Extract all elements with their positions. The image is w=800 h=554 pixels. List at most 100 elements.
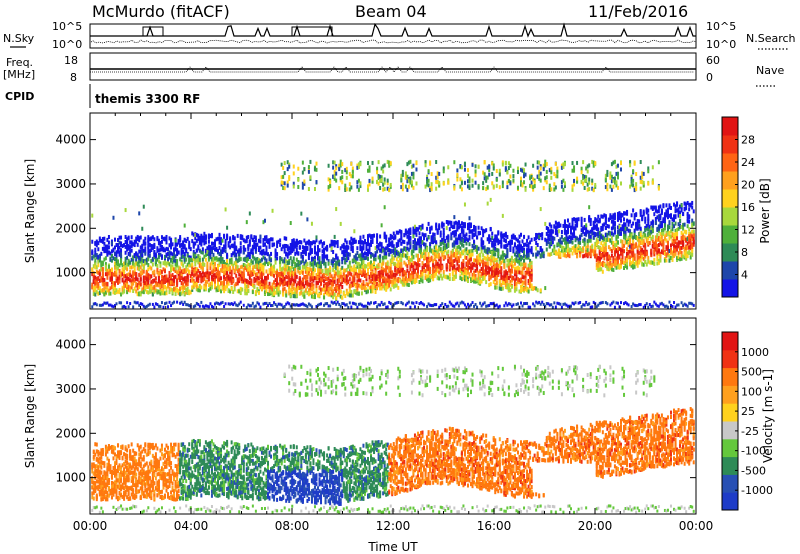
power-cell: [135, 301, 138, 305]
power-cell: [142, 290, 145, 295]
power-cell: [359, 253, 362, 258]
power-cell: [276, 270, 279, 275]
power-cell: [206, 271, 209, 276]
power-cell: [332, 289, 335, 294]
power-cell: [474, 173, 477, 178]
power-cell: [280, 280, 283, 285]
power-cell: [142, 259, 145, 264]
power-cell: [433, 232, 436, 237]
power-cell: [415, 262, 418, 267]
power-cell: [171, 256, 174, 261]
power-cell: [398, 262, 401, 267]
power-cell: [363, 263, 366, 268]
power-cell: [286, 244, 289, 249]
power-cell: [171, 301, 174, 305]
power-cell: [468, 176, 471, 181]
power-cell: [295, 238, 298, 243]
power-cell: [451, 253, 454, 258]
power-cell: [436, 180, 439, 185]
power-cell: [268, 268, 271, 273]
power-cell: [154, 254, 157, 259]
power-cell: [100, 251, 103, 256]
power-cell: [376, 305, 379, 309]
power-cell: [192, 283, 195, 288]
power-cell: [273, 242, 276, 247]
power-cell: [121, 263, 124, 268]
power-cell: [123, 284, 126, 289]
power-cell: [109, 251, 112, 256]
power-cell: [471, 301, 474, 305]
power-cell: [366, 240, 369, 245]
power-cell: [401, 281, 404, 286]
power-cell: [120, 251, 123, 256]
power-cell: [423, 249, 426, 254]
power-cell: [297, 251, 300, 256]
power-cell: [504, 273, 507, 278]
power-cell: [147, 267, 150, 272]
power-cell: [373, 301, 376, 305]
power-cell: [330, 246, 333, 251]
power-cell: [138, 264, 141, 269]
power-cell: [209, 302, 212, 306]
power-cell: [291, 262, 294, 267]
power-cell: [333, 234, 336, 239]
power-cell: [429, 229, 432, 234]
power-cell: [106, 237, 109, 242]
power-cell: [306, 284, 309, 289]
power-cell: [344, 187, 347, 192]
power-cell: [377, 255, 380, 260]
power-cell: [460, 277, 463, 282]
power-cell: [121, 267, 124, 272]
power-cell: [400, 185, 403, 190]
power-cell: [477, 270, 480, 275]
power-cell: [274, 290, 277, 295]
power-cell: [436, 275, 439, 280]
power-cell: [291, 274, 294, 279]
power-cell: [409, 180, 412, 185]
power-cell: [191, 265, 194, 270]
power-cell: [139, 255, 142, 260]
power-cell: [148, 283, 151, 288]
power-cell: [160, 274, 163, 279]
power-cell: [345, 274, 348, 279]
power-cell: [403, 233, 406, 238]
power-cell: [483, 255, 486, 260]
power-cell: [265, 249, 268, 254]
power-cell: [330, 239, 333, 244]
power-cell: [179, 266, 182, 271]
power-cell: [194, 272, 197, 277]
power-cell: [433, 236, 436, 241]
power-cell: [336, 287, 339, 292]
power-cell: [366, 184, 369, 189]
power-cell: [389, 236, 392, 241]
power-cell: [394, 280, 397, 285]
power-cell: [98, 236, 101, 241]
power-cell: [298, 245, 301, 250]
power-cell: [418, 246, 421, 251]
power-cell: [244, 263, 247, 268]
power-cell: [203, 305, 206, 309]
power-cell: [410, 254, 413, 259]
power-cell: [450, 258, 453, 263]
power-cell: [170, 242, 173, 247]
power-cell: [463, 202, 466, 207]
power-cell: [391, 254, 394, 259]
power-cell: [279, 238, 282, 243]
power-cell: [450, 232, 453, 237]
power-cell: [316, 251, 319, 256]
power-cell: [404, 276, 407, 281]
power-cell: [371, 237, 374, 242]
power-cell: [201, 266, 204, 271]
power-cell: [389, 274, 392, 279]
power-cell: [391, 249, 394, 254]
power-cell: [491, 231, 494, 236]
power-cell: [348, 240, 351, 245]
power-cell: [420, 301, 423, 305]
power-cell: [350, 283, 353, 288]
power-cell: [176, 287, 179, 292]
power-cell: [356, 163, 359, 168]
power-cell: [338, 262, 341, 267]
power-cell: [441, 238, 444, 243]
power-cell: [410, 164, 413, 169]
power-cell: [435, 262, 438, 267]
